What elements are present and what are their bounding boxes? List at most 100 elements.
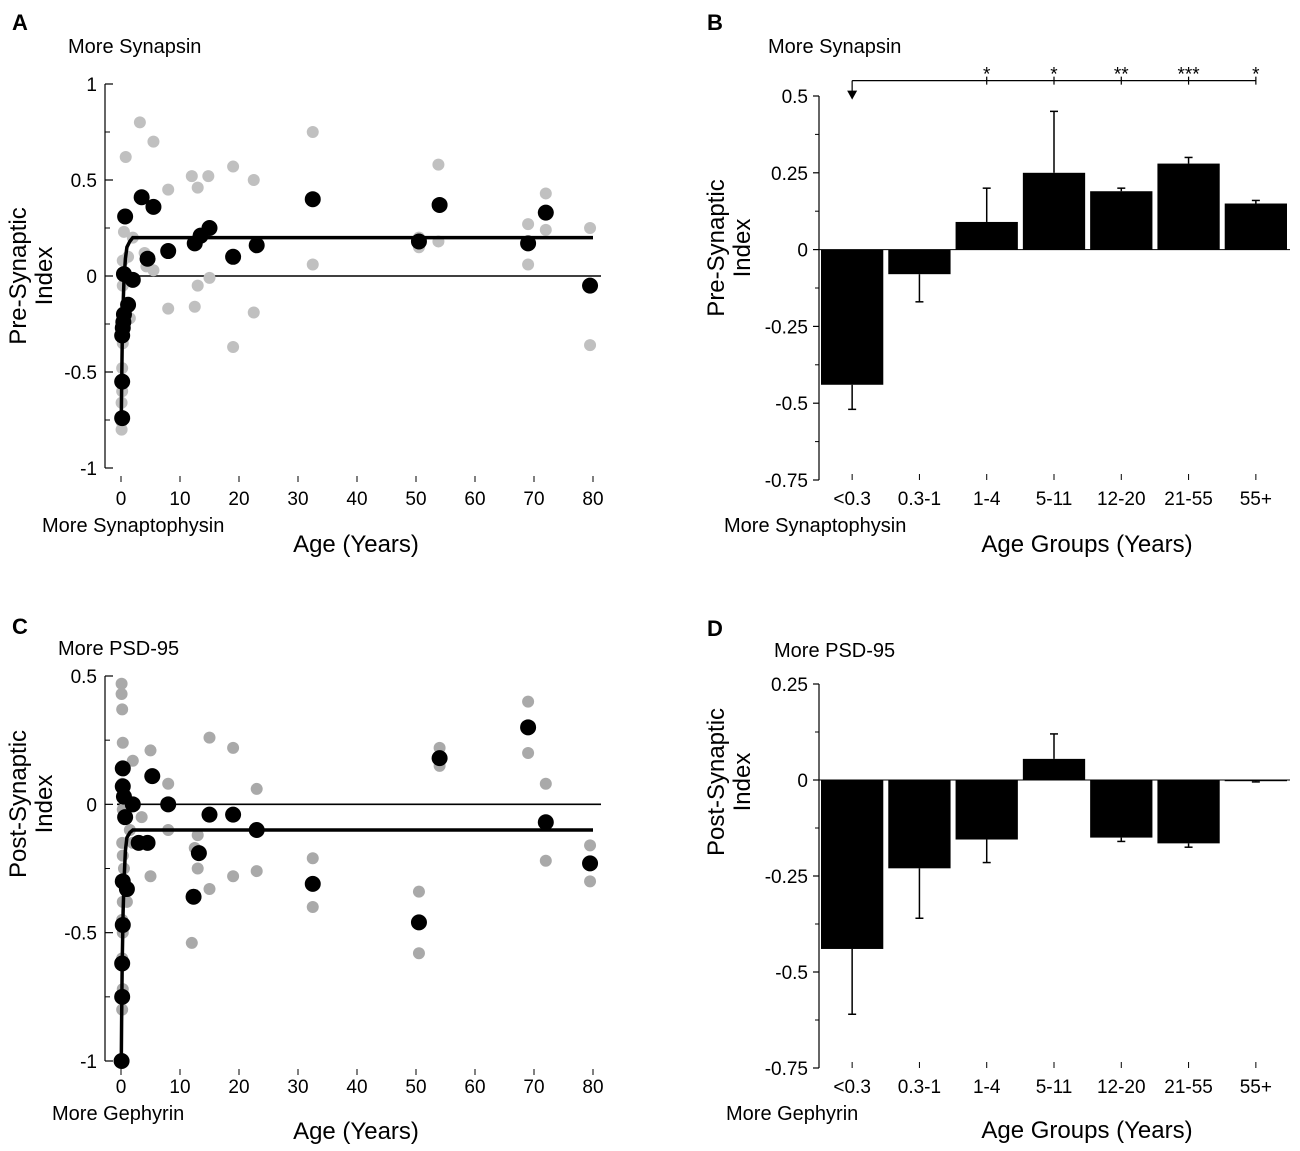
panel-b-bottom-annotation: More Synaptophysin <box>724 515 906 537</box>
panel-a-x-tick-label: 70 <box>523 489 544 510</box>
panel-b-y-axis-label-line2: Index <box>729 219 756 278</box>
panel-b-y-tick-label: 0.25 <box>771 164 808 185</box>
panel-c-y-tick-label: 0.5 <box>71 667 97 688</box>
panel-d-x-axis-label: Age Groups (Years) <box>981 1117 1192 1144</box>
panel-d-bar-chart: More PSD-95 More Gephyrin Age Groups (Ye… <box>703 640 1290 1144</box>
panel-c-mean-point <box>225 806 242 823</box>
panel-b-x-tick-label: <0.3 <box>833 489 871 510</box>
panel-c-mean-point <box>201 806 218 823</box>
panel-c-individual-point <box>191 862 204 875</box>
panel-b-x-axis-label: Age Groups (Years) <box>981 531 1192 558</box>
panel-a-mean-point <box>201 220 218 236</box>
panel-d-y-tick-label: -0.75 <box>765 1059 808 1080</box>
panel-a-mean-point <box>160 243 177 260</box>
panel-c-mean-point <box>114 916 131 933</box>
panel-b-bar <box>1224 203 1287 250</box>
panel-b-y-tick-label: 0.5 <box>782 87 808 108</box>
panel-b-x-tick-label: 1-4 <box>973 489 1001 510</box>
panel-c-mean-point <box>160 796 177 813</box>
panel-a-scatter: More Synapsin More Synaptophysin Age (Ye… <box>5 36 604 558</box>
panel-c-y-tick-label: -0.5 <box>64 924 97 945</box>
panel-b-x-tick-label: 12-20 <box>1097 489 1146 510</box>
panel-d-y-tick-label: 0 <box>797 771 808 792</box>
panel-c-y-tick-label: 0 <box>86 795 97 816</box>
panel-c-individual-point <box>539 854 552 867</box>
panel-c-individual-point <box>227 741 240 754</box>
panel-c-individual-point <box>115 687 128 700</box>
panel-a-bottom-annotation: More Synaptophysin <box>42 515 224 537</box>
panel-c-top-annotation: More PSD-95 <box>58 638 179 660</box>
panel-a-mean-point <box>304 191 321 208</box>
panel-d-x-tick-label: 12-20 <box>1097 1077 1146 1098</box>
panel-c-individual-point <box>116 736 129 749</box>
panel-c-y-axis-label-line2: Index <box>31 775 58 834</box>
panel-a-individual-point <box>584 222 597 234</box>
panel-d-bar <box>955 780 1018 840</box>
panel-a-individual-point <box>306 258 319 271</box>
panel-a-mean-point <box>537 204 554 221</box>
panel-b-bar <box>955 221 1018 250</box>
panel-c-mean-point <box>114 955 131 972</box>
panel-b-bar <box>1157 163 1220 250</box>
panel-letter-a: A <box>12 10 28 35</box>
panel-a-x-tick-label: 10 <box>169 489 190 510</box>
panel-a-mean-point <box>114 373 131 390</box>
panel-c-x-tick-label: 40 <box>346 1077 367 1098</box>
panel-c-mean-point <box>537 814 554 831</box>
panel-a-individual-point <box>191 279 204 292</box>
panel-c-x-tick-label: 80 <box>582 1077 603 1098</box>
panel-d-x-tick-label: <0.3 <box>833 1077 871 1098</box>
panel-a-individual-point <box>117 225 130 238</box>
panel-c-individual-point <box>250 782 263 795</box>
panel-b-bar <box>1090 191 1153 250</box>
panel-a-mean-point <box>114 410 131 427</box>
panel-c-individual-point <box>522 695 535 708</box>
panel-d-y-tick-label: -0.5 <box>775 963 808 984</box>
panel-c-x-axis-label: Age (Years) <box>293 1118 419 1145</box>
panel-a-mean-point <box>124 271 141 288</box>
panel-c-mean-point <box>113 1053 130 1069</box>
panel-a-individual-point <box>227 341 240 354</box>
panel-b-x-tick-label: 21-55 <box>1164 489 1213 510</box>
panel-d-x-tick-label: 0.3-1 <box>898 1077 941 1098</box>
panel-c-mean-point <box>117 809 134 826</box>
panel-c-mean-point <box>520 719 537 736</box>
panel-b-bar <box>1022 172 1086 250</box>
panel-c-mean-point <box>248 822 265 838</box>
panel-d-bar <box>1022 758 1086 780</box>
panel-a-individual-point <box>432 158 445 171</box>
panel-c-scatter: More PSD-95 More Gephyrin Age (Years) Po… <box>5 638 604 1145</box>
panel-c-x-tick-label: 0 <box>116 1077 127 1098</box>
panel-d-x-tick-label: 21-55 <box>1164 1077 1213 1098</box>
panel-d-bottom-annotation: More Gephyrin <box>726 1103 858 1125</box>
panel-c-individual-point <box>144 744 157 757</box>
panel-a-mean-point <box>120 296 137 313</box>
panel-a-x-tick-label: 60 <box>464 489 485 510</box>
panel-c-mean-point <box>582 855 599 872</box>
panel-c-x-tick-label: 70 <box>523 1077 544 1098</box>
panel-c-x-tick-label: 10 <box>169 1077 190 1098</box>
panel-d-x-tick-label: 55+ <box>1240 1077 1272 1098</box>
panel-b-bar <box>821 249 884 385</box>
panel-b-significance-stars: *** <box>1177 65 1200 86</box>
panel-a-individual-point <box>522 218 535 231</box>
panel-a-x-tick-label: 0 <box>116 489 127 510</box>
panel-c-individual-point <box>126 754 139 767</box>
panel-a-individual-point <box>191 181 204 194</box>
panel-a-individual-point <box>584 339 597 352</box>
panel-a-individual-point <box>185 170 198 183</box>
panel-c-mean-point <box>190 845 207 862</box>
panel-a-individual-point <box>247 306 260 319</box>
panel-c-mean-point <box>114 760 131 777</box>
panel-d-y-axis-label-line1: Post-Synaptic <box>703 708 730 856</box>
panel-a-mean-point <box>225 248 242 265</box>
panel-letter-b: B <box>707 10 723 35</box>
panel-c-individual-point <box>412 885 425 898</box>
panel-c-individual-point <box>306 901 319 913</box>
panel-c-individual-point <box>144 870 157 883</box>
panel-d-bar <box>888 780 951 869</box>
panel-a-individual-point <box>227 160 240 173</box>
panel-a-individual-point <box>119 150 132 163</box>
panel-d-x-tick-label: 5-11 <box>1036 1077 1073 1098</box>
panel-a-y-tick-label: 0.5 <box>71 171 97 192</box>
